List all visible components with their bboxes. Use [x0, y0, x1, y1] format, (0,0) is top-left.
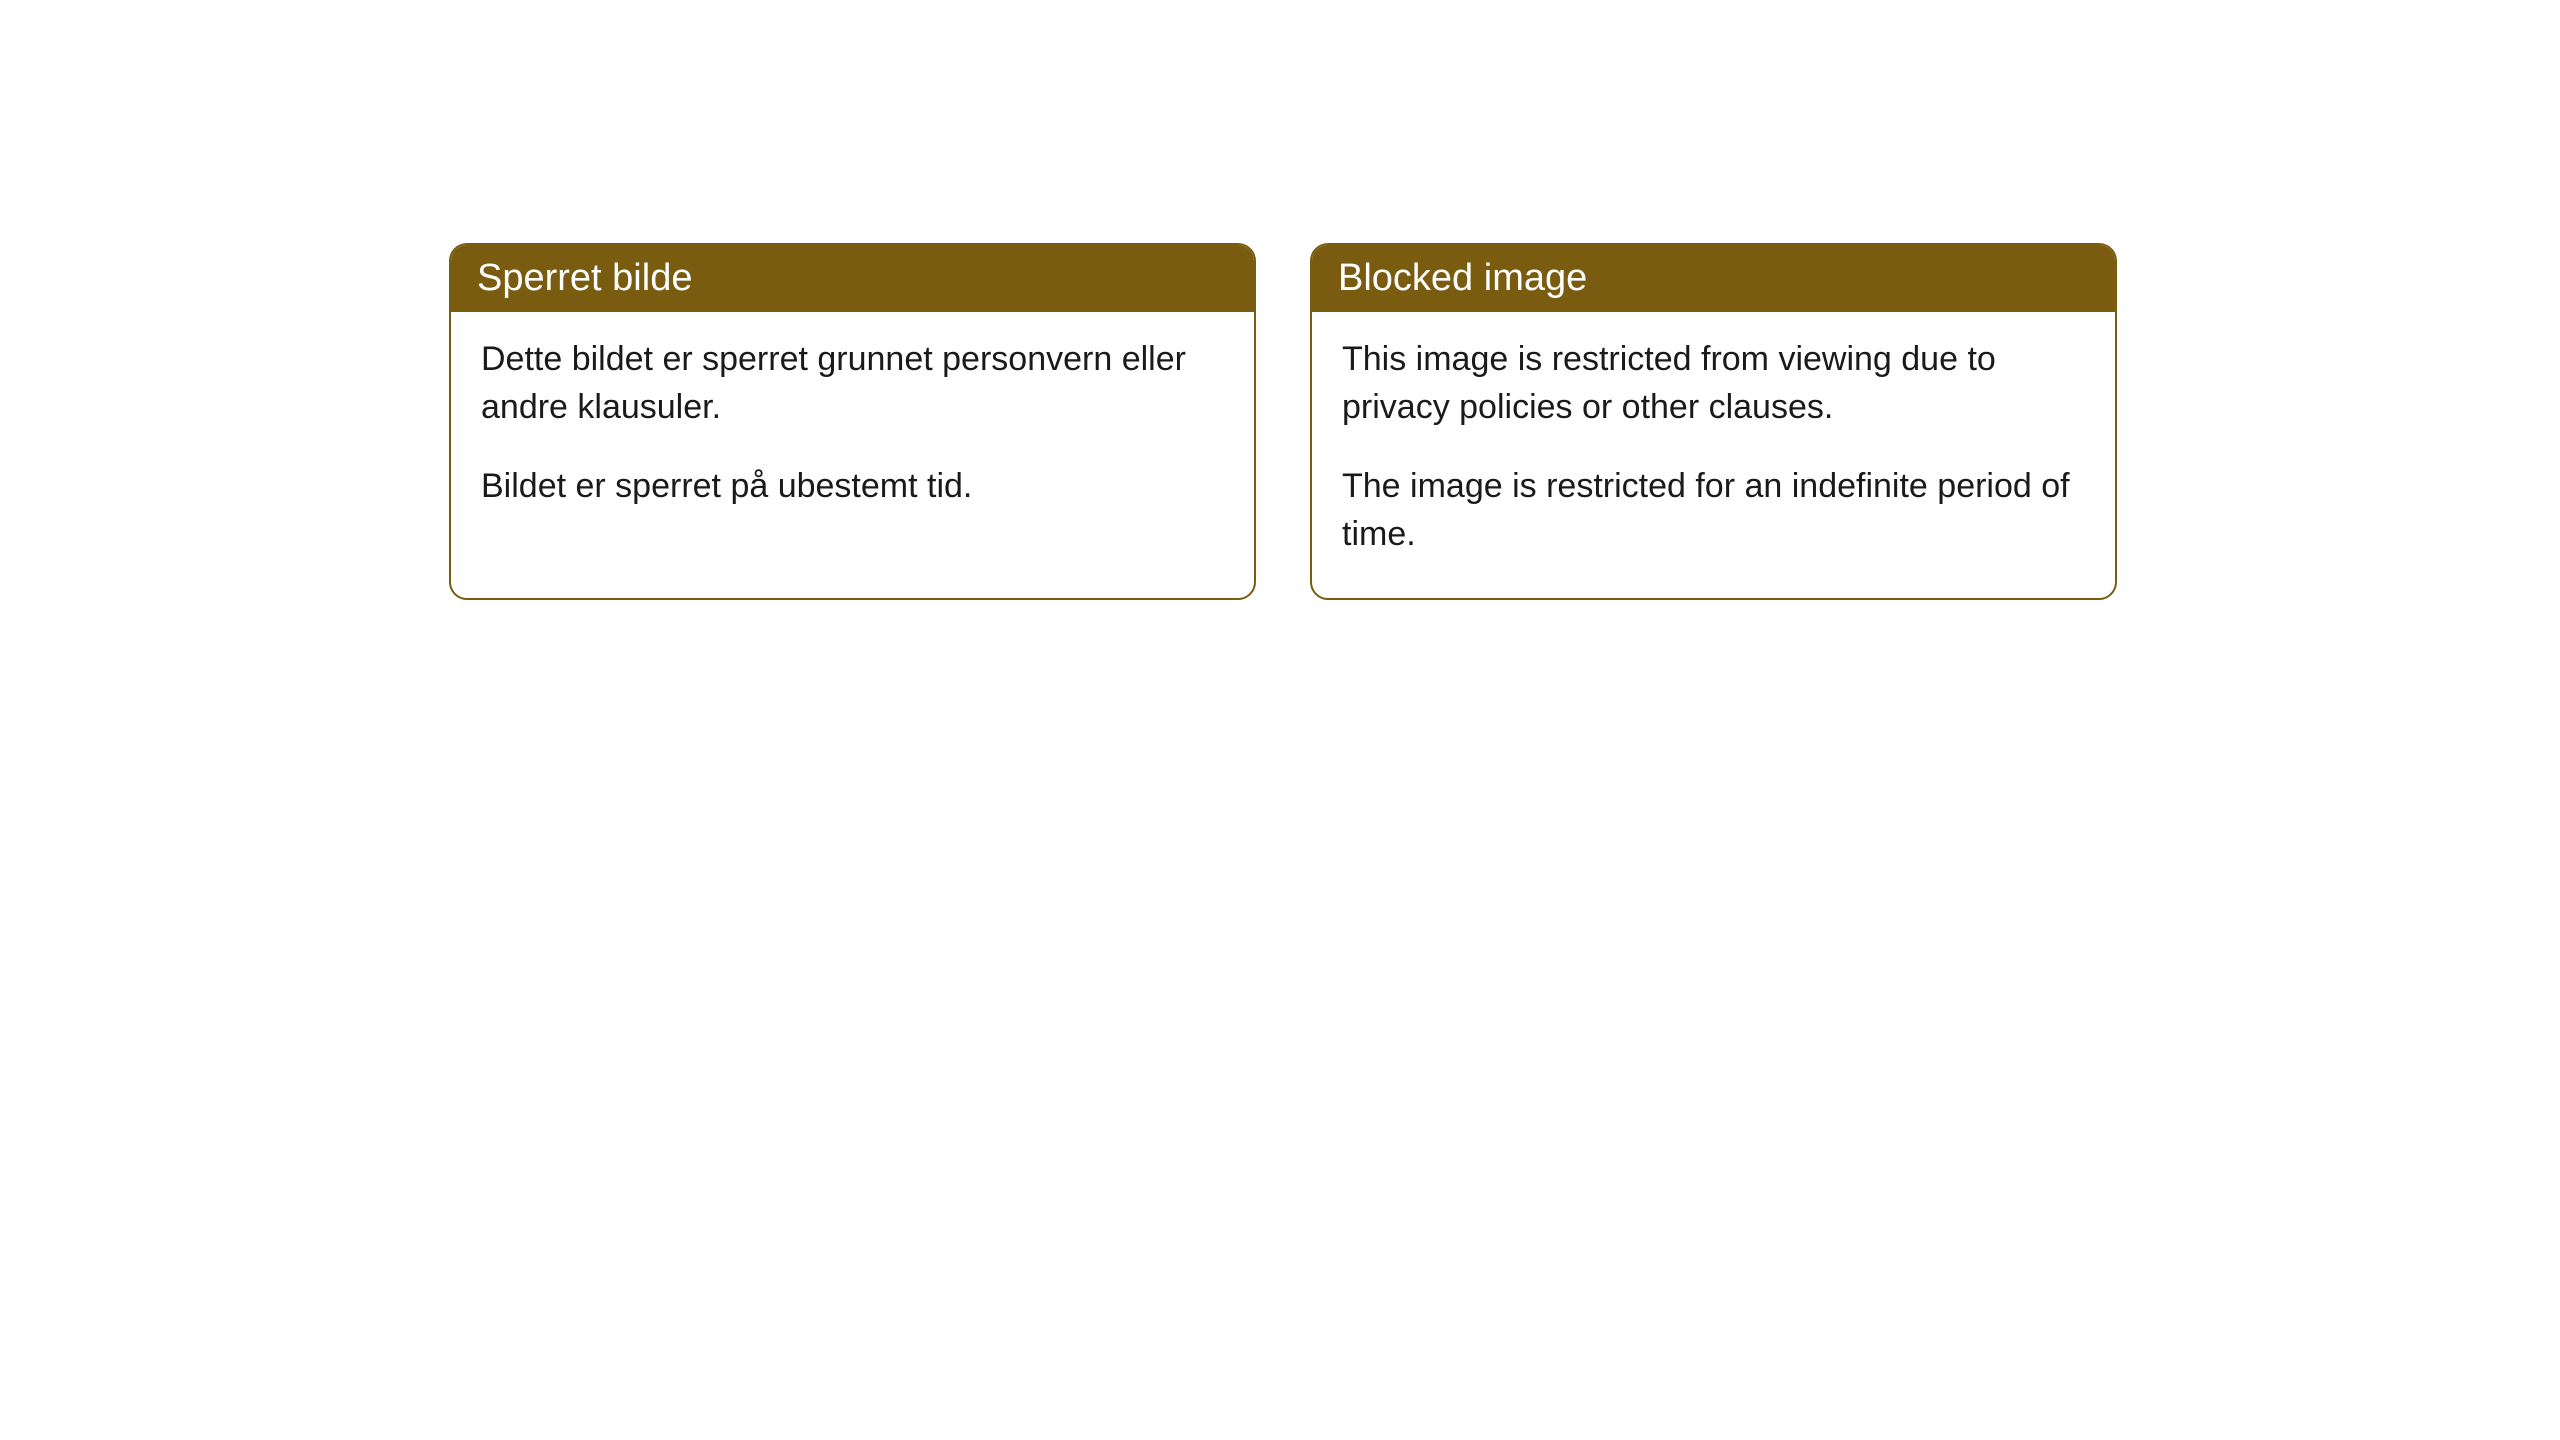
card-body-english: This image is restricted from viewing du… [1312, 312, 2115, 598]
card-header-norwegian: Sperret bilde [451, 245, 1254, 312]
card-body-norwegian: Dette bildet er sperret grunnet personve… [451, 312, 1254, 551]
card-title-norwegian: Sperret bilde [477, 257, 692, 299]
card-paragraph-norwegian-2: Bildet er sperret på ubestemt tid. [481, 463, 1224, 511]
card-header-english: Blocked image [1312, 245, 2115, 312]
card-paragraph-norwegian-1: Dette bildet er sperret grunnet personve… [481, 336, 1224, 431]
card-paragraph-english-2: The image is restricted for an indefinit… [1342, 463, 2085, 558]
notice-card-english: Blocked image This image is restricted f… [1310, 243, 2117, 600]
card-title-english: Blocked image [1338, 257, 1587, 299]
notice-card-norwegian: Sperret bilde Dette bildet er sperret gr… [449, 243, 1256, 600]
notice-cards-container: Sperret bilde Dette bildet er sperret gr… [449, 243, 2117, 600]
card-paragraph-english-1: This image is restricted from viewing du… [1342, 336, 2085, 431]
